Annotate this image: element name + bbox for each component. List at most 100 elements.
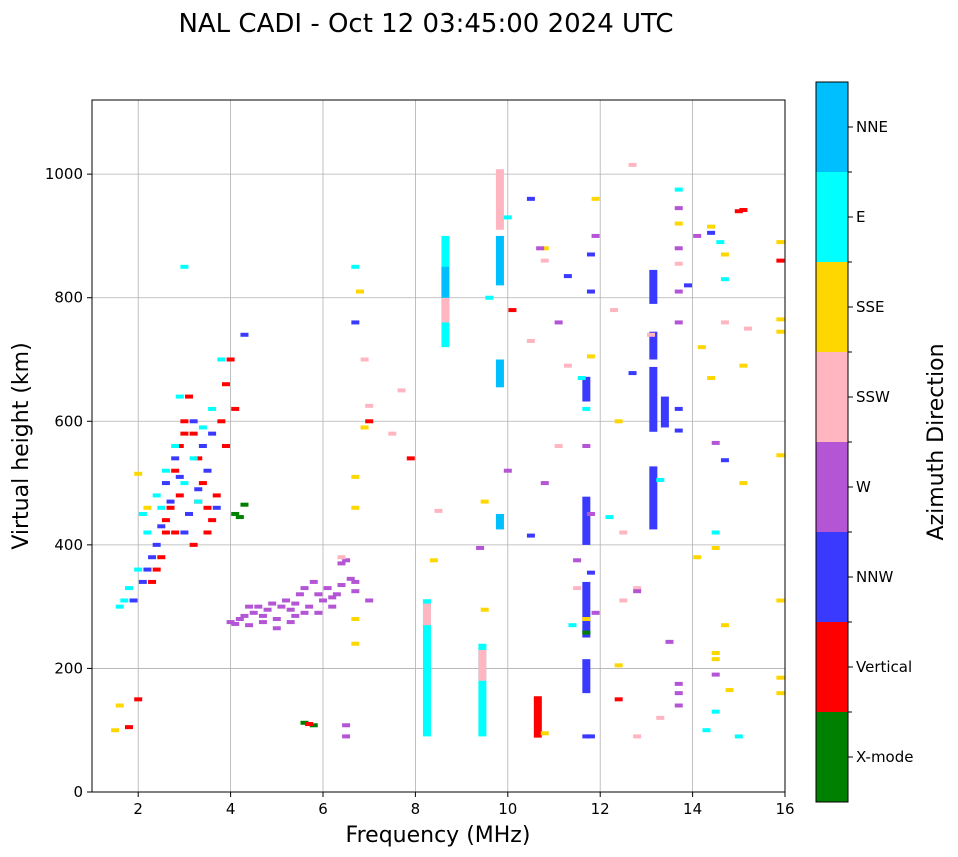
echo-point-vertical [198, 481, 207, 486]
echo-point-nnw [171, 456, 180, 461]
colorbar-swatch-ssw [816, 352, 848, 442]
echo-point-vertical [203, 505, 212, 510]
x-tick-label: 6 [318, 800, 328, 818]
echo-point-w [277, 604, 286, 609]
colorbar-label-e: E [856, 208, 865, 226]
echo-point-sse [697, 345, 706, 350]
colorbar-label-nne: NNE [856, 118, 888, 136]
echo-point-sse [591, 196, 600, 201]
echo-point-sse [711, 657, 720, 662]
echo-point-w [554, 320, 563, 325]
echo-point-sse [707, 224, 716, 229]
echo-bar-nne [495, 359, 504, 388]
echo-point-e [674, 187, 683, 192]
echo-point-ssw [573, 586, 582, 591]
echo-point-nnw [189, 419, 198, 424]
echo-point-ssw [619, 530, 628, 535]
echo-point-sse [134, 471, 143, 476]
echo-point-e [175, 394, 184, 399]
echo-point-e [577, 376, 586, 381]
echo-point-e [115, 604, 124, 609]
echo-point-nnw [240, 332, 249, 337]
colorbar-swatch-e [816, 172, 848, 262]
echo-point-sse [115, 703, 124, 708]
echo-bar-nnw [649, 331, 658, 360]
echo-point-nnw [674, 428, 683, 433]
echo-point-e [720, 277, 729, 282]
echo-point-sse [776, 598, 785, 603]
colorbar-swatch-x-mode [816, 712, 848, 802]
echo-point-w [319, 598, 327, 603]
y-tick-label: 600 [54, 412, 83, 430]
echo-bar-nne [495, 513, 504, 530]
echo-point-e [702, 728, 711, 733]
echo-point-sse [351, 617, 360, 621]
echo-point-e [656, 477, 665, 482]
echo-point-sse [351, 641, 360, 646]
x-tick-label: 4 [226, 800, 236, 818]
echo-point-vertical [406, 456, 415, 461]
echo-point-sse [776, 329, 785, 334]
echo-point-vertical [776, 258, 785, 263]
echo-point-ssw [360, 357, 369, 362]
colorbar-swatch-vertical [816, 622, 848, 712]
echo-bar-nnw [582, 376, 591, 402]
echo-point-e [208, 406, 217, 411]
echo-bar-nnw [649, 269, 658, 304]
echo-point-nnw [707, 230, 716, 235]
echo-point-sse [776, 317, 785, 322]
x-axis: 2 4 6 8 10 12 14 16 [133, 792, 795, 818]
x-tick-label: 8 [411, 800, 421, 818]
echo-point-w [245, 623, 254, 628]
echo-point-sse [776, 691, 785, 696]
echo-point-vertical [226, 357, 235, 362]
echo-point-w [272, 626, 281, 631]
echo-point-sse [614, 663, 623, 668]
y-tick-label: 400 [54, 536, 83, 554]
echo-point-e [716, 240, 725, 245]
colorbar-label-nnw: NNW [856, 568, 893, 586]
echo-point-vertical [180, 419, 189, 424]
echo-point-w [674, 681, 683, 686]
echo-point-vertical [739, 207, 748, 212]
echo-point-ssw [610, 308, 619, 313]
echo-point-w [674, 320, 683, 325]
echo-bar-ssw [422, 603, 431, 626]
x-tick-label: 16 [775, 800, 794, 818]
echo-point-w [291, 613, 300, 618]
echo-point-ssw [628, 162, 637, 167]
echo-point-vertical [166, 505, 175, 510]
echo-point-w [268, 601, 277, 606]
echo-point-w [337, 561, 346, 566]
echo-point-vertical [134, 697, 143, 702]
echo-point-e [194, 499, 203, 504]
echo-point-vertical [189, 431, 198, 436]
echo-point-w [328, 595, 337, 600]
echo-point-w [235, 617, 244, 621]
echo-point-w [540, 481, 549, 486]
echo-point-e [180, 264, 189, 269]
y-axis-label: Virtual height (km) [9, 342, 34, 549]
echo-point-nnw [586, 734, 595, 739]
echo-point-ssw [540, 258, 549, 263]
echo-point-w [693, 233, 702, 238]
echo-point-nnw [208, 431, 217, 436]
echo-point-sse [582, 617, 591, 621]
echo-points [111, 162, 785, 739]
echo-point-ssw [434, 508, 443, 513]
echo-point-vertical [194, 456, 203, 461]
echo-point-nnw [194, 487, 203, 492]
echo-point-nnw [180, 530, 189, 535]
echo-point-sse [707, 376, 716, 381]
echo-point-w [351, 579, 360, 584]
echo-point-vertical [208, 518, 217, 523]
echo-point-sse [614, 419, 623, 424]
echo-point-w [314, 592, 323, 597]
echo-point-sse [693, 555, 702, 560]
echo-point-sse [586, 354, 595, 359]
echo-point-w [674, 246, 683, 251]
echo-point-e [161, 468, 170, 473]
echo-point-sse [720, 252, 729, 257]
echo-bar-ssw [478, 649, 487, 681]
echo-bar-nnw [582, 496, 591, 545]
